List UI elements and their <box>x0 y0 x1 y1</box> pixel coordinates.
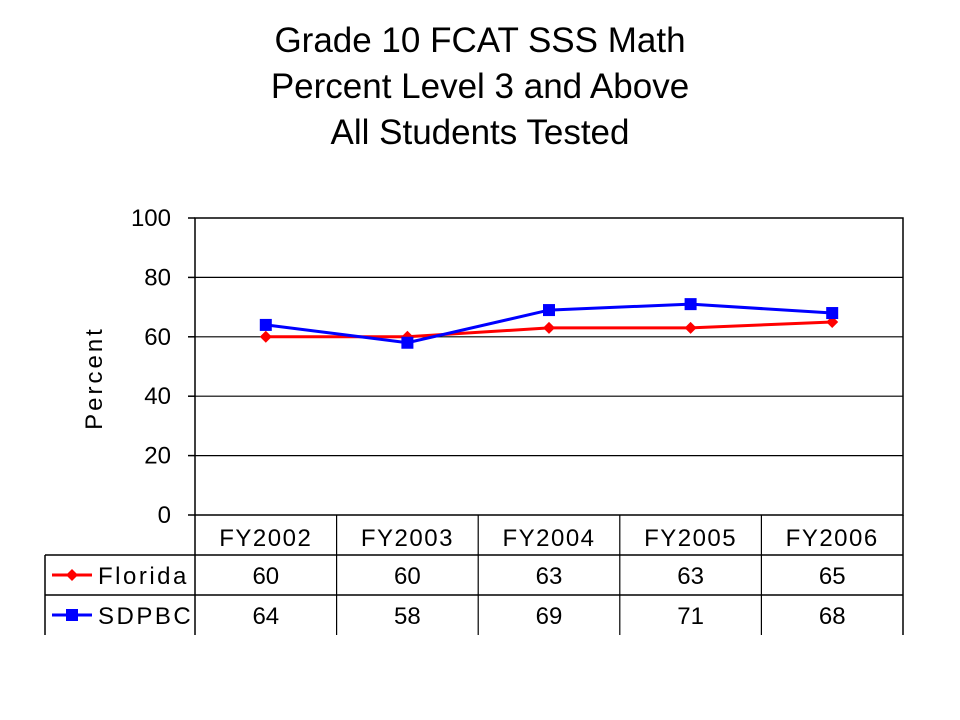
table-cell: 65 <box>819 563 846 590</box>
data-table: FY2002 FY2003 FY2004 FY2005 FY2006 Florida 60 6… <box>44 515 904 635</box>
plot-area <box>194 217 904 516</box>
table-cell: 68 <box>819 603 846 630</box>
legend-label: SDPBC <box>98 603 193 630</box>
y-axis: 0 20 40 60 80 100 <box>131 205 195 529</box>
data-point <box>684 298 697 311</box>
data-point <box>66 569 78 581</box>
chart-title-line-2: Percent Level 3 and Above <box>270 67 690 106</box>
legend-label: Florida <box>98 563 189 590</box>
data-point <box>259 330 272 343</box>
data-point <box>826 307 839 320</box>
table-cell: 63 <box>677 563 704 590</box>
y-tick-label: 80 <box>144 264 171 291</box>
y-axis-label: Percent <box>81 326 108 430</box>
y-tick-label: 20 <box>144 443 171 470</box>
table-cell: 58 <box>394 603 421 630</box>
chart-title-line-1: Grade 10 FCAT SSS Math <box>274 21 686 60</box>
y-tick-label: 60 <box>144 324 171 351</box>
y-tick-label: 0 <box>158 502 171 529</box>
table-cell: 60 <box>394 563 421 590</box>
x-tick-label: FY2004 <box>502 525 595 552</box>
chart-title-line-3: All Students Tested <box>330 113 630 152</box>
series-layer <box>259 298 839 349</box>
y-tick-label: 100 <box>131 205 171 232</box>
x-tick-label: FY2005 <box>644 525 737 552</box>
data-point <box>401 336 414 349</box>
data-point <box>684 321 697 334</box>
table-cell: 64 <box>252 603 279 630</box>
chart-title: Grade 10 FCAT SSS Math Percent Level 3 a… <box>0 18 960 156</box>
x-tick-label: FY2003 <box>361 525 454 552</box>
data-point <box>66 609 78 621</box>
data-point <box>259 318 272 331</box>
table-cell: 69 <box>536 603 563 630</box>
data-point <box>543 321 555 334</box>
x-tick-label: FY2002 <box>219 525 312 552</box>
table-cell: 60 <box>252 563 279 590</box>
y-tick-label: 40 <box>144 383 171 410</box>
x-tick-label: FY2006 <box>786 525 879 552</box>
table-cell: 71 <box>677 603 704 630</box>
data-point <box>543 304 555 317</box>
gridlines <box>194 217 904 516</box>
table-cell: 63 <box>536 563 563 590</box>
